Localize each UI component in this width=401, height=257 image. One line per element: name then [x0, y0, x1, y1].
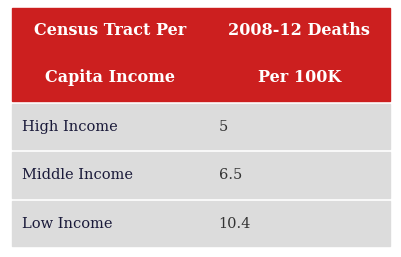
- Text: 2008-12 Deaths

Per 100K: 2008-12 Deaths Per 100K: [228, 22, 369, 86]
- Bar: [12, 104, 389, 149]
- Bar: [12, 8, 389, 101]
- Text: Low Income: Low Income: [22, 216, 112, 231]
- Text: Middle Income: Middle Income: [22, 168, 133, 182]
- Bar: [12, 201, 389, 246]
- Bar: [12, 152, 389, 198]
- Text: Census Tract Per

Capita Income: Census Tract Per Capita Income: [34, 22, 186, 86]
- Text: 5: 5: [218, 120, 227, 133]
- Text: 10.4: 10.4: [218, 216, 250, 231]
- Text: 6.5: 6.5: [218, 168, 241, 182]
- Text: High Income: High Income: [22, 120, 117, 133]
